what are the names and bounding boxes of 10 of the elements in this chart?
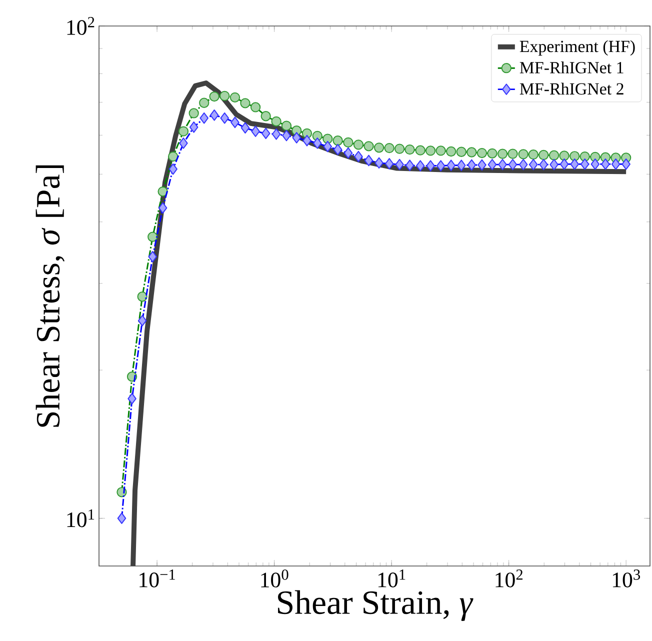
legend-label: MF-RhIGNet 1 (520, 61, 624, 74)
legend-label: Experiment (HF) (520, 40, 635, 56)
x-tick-label: 10$^{2}$ (496, 570, 523, 588)
x-axis-title: Shear Strain, γ (278, 590, 474, 621)
x-tick-label: 10$^{−1}$ (140, 570, 175, 588)
x-tick-label: 10$^{0}$ (261, 570, 288, 588)
x-tick-label: 10$^{1}$ (378, 570, 406, 588)
x-tick-label: 10$^{3}$ (612, 570, 640, 588)
legend-label: MF-RhIGNet 2 (520, 82, 624, 95)
y-axis-title: Shear Stress, σ [Pa] (36, 165, 65, 427)
